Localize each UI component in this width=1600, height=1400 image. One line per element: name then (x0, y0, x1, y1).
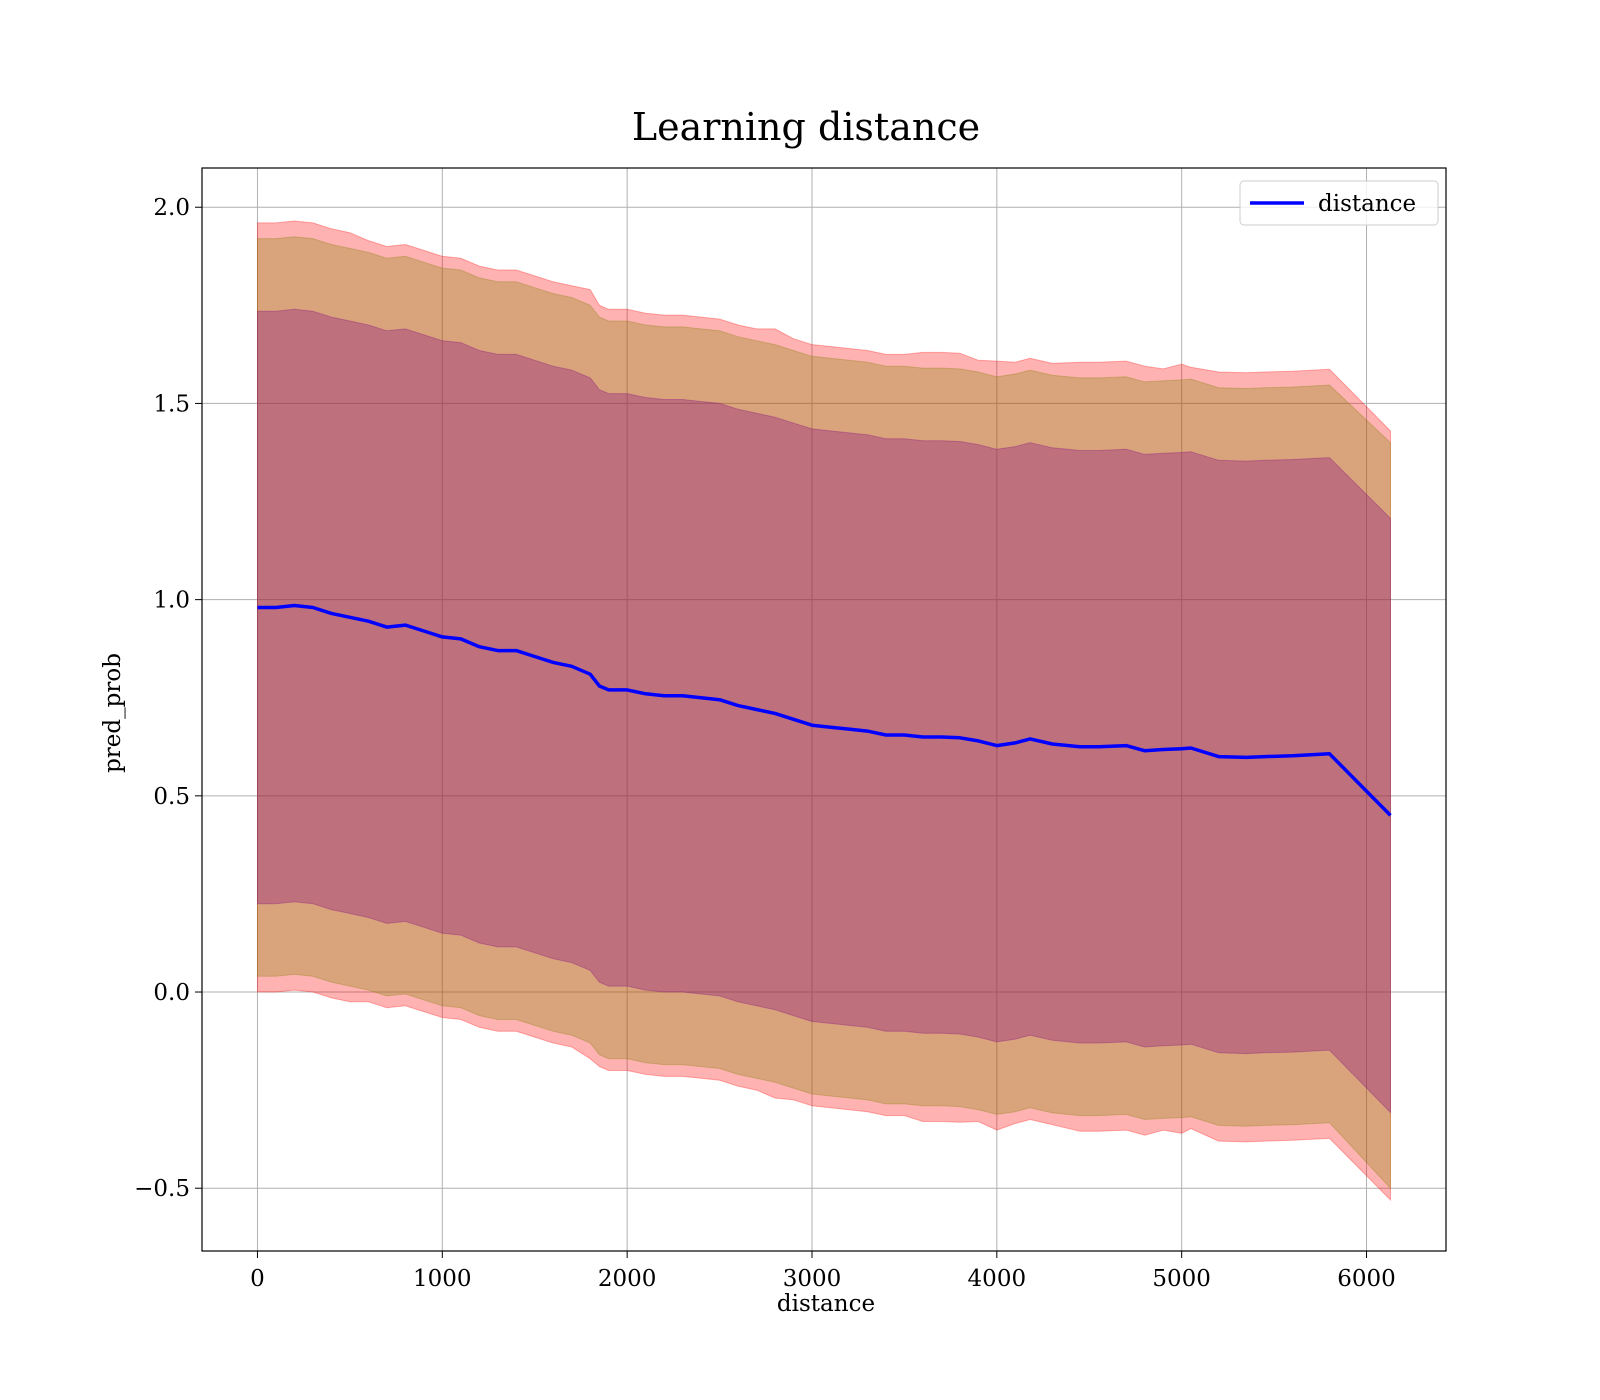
axes-frame (201, 167, 1447, 1252)
y-tick-label: 1.5 (153, 391, 190, 417)
legend-box (1239, 180, 1439, 226)
confidence-band-2 (257, 308, 1391, 1114)
x-axis-label: distance (777, 1291, 875, 1317)
y-tick-label: 0.0 (153, 980, 190, 1006)
y-axis-label: pred_prob (100, 653, 126, 773)
x-tick-label: 5000 (1152, 1266, 1211, 1292)
plot-area (201, 167, 1447, 1252)
confidence-band-1 (257, 236, 1391, 1190)
y-axis: −0.5 0.0 0.5 1.0 1.5 2.0 (134, 195, 202, 1202)
x-tick-label: 0 (250, 1266, 265, 1292)
x-axis: 0 1000 2000 3000 4000 5000 6000 (250, 1251, 1396, 1292)
confidence-band-0 (257, 220, 1391, 1202)
x-tick-label: 4000 (968, 1266, 1027, 1292)
x-tick-label: 2000 (598, 1266, 657, 1292)
x-tick-label: 3000 (783, 1266, 842, 1292)
y-tick-label: 0.5 (153, 784, 190, 810)
chart-title: Learning distance (632, 105, 980, 149)
x-tick-label: 6000 (1337, 1266, 1396, 1292)
y-tick-label: 1.0 (153, 588, 190, 614)
y-tick-label: −0.5 (134, 1176, 190, 1202)
y-tick-label: 2.0 (153, 195, 190, 221)
series-line-distance (257, 603, 1392, 817)
x-tick-label: 1000 (413, 1266, 472, 1292)
legend-label-distance: distance (1318, 191, 1416, 217)
legend: distance (1239, 180, 1439, 226)
